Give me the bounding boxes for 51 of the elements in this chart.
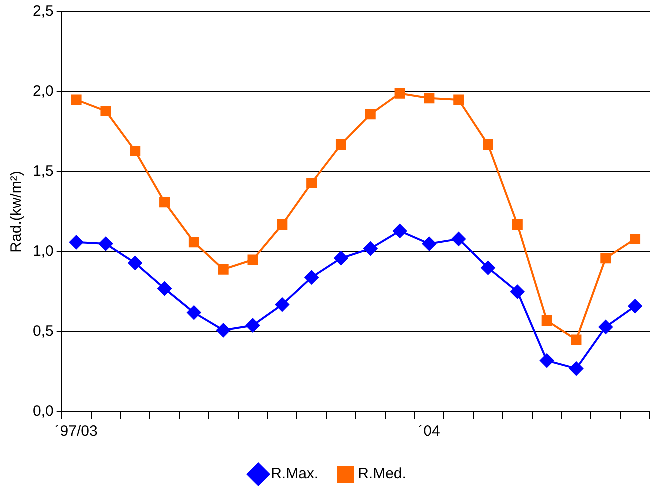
point	[394, 88, 406, 99]
y-tick-label: 2,5	[32, 3, 54, 20]
point	[454, 94, 464, 106]
point	[510, 285, 525, 299]
point	[365, 109, 376, 120]
point	[218, 264, 229, 275]
point	[216, 323, 231, 338]
point	[306, 178, 318, 188]
point	[187, 306, 202, 320]
point	[600, 253, 612, 264]
y-tick-label: 0,5	[32, 323, 54, 340]
y-tick-label: 1,0	[32, 243, 54, 260]
point	[304, 270, 319, 285]
y-tick-label: 2,0	[32, 83, 54, 100]
legend-label: R.Max.	[271, 466, 319, 483]
point	[100, 106, 112, 116]
point	[130, 146, 141, 156]
point	[128, 256, 142, 270]
point	[571, 334, 582, 346]
point	[158, 282, 172, 296]
point	[630, 234, 641, 244]
x-tick-label: ´97/03	[55, 423, 98, 440]
point	[277, 220, 288, 230]
point	[98, 237, 113, 251]
point	[70, 235, 84, 250]
point	[422, 237, 436, 251]
point	[71, 94, 82, 106]
point	[512, 220, 523, 230]
legend-label: R.Med.	[358, 466, 406, 483]
point	[452, 232, 466, 246]
point	[628, 299, 642, 314]
point	[188, 237, 200, 248]
point	[246, 318, 260, 333]
point	[334, 251, 348, 266]
point	[364, 242, 378, 256]
point	[542, 316, 552, 326]
point	[336, 140, 346, 150]
point	[160, 197, 170, 208]
x-tick-label: ´04	[418, 423, 440, 440]
y-tick-label: 0,0	[32, 403, 54, 420]
y-tick-label: 1,5	[32, 163, 54, 180]
point	[540, 354, 554, 368]
point	[275, 298, 290, 312]
point	[424, 93, 435, 104]
point	[598, 320, 613, 334]
point	[248, 254, 258, 266]
point	[483, 140, 494, 150]
point	[569, 362, 584, 376]
point	[481, 261, 496, 275]
point	[393, 224, 408, 238]
y-axis-title: Rad.(kw/m²)	[8, 171, 26, 253]
